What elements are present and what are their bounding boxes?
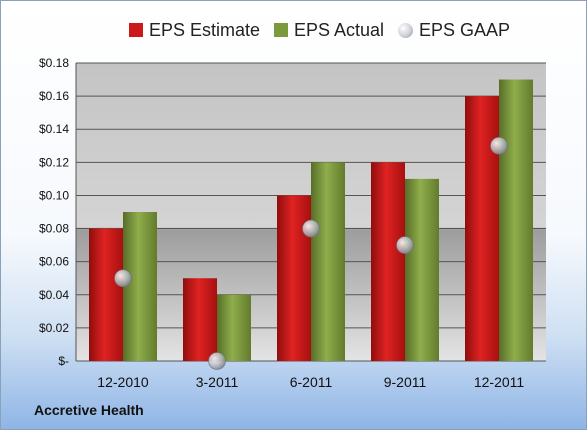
bar-eps-estimate	[277, 195, 311, 361]
bar-eps-actual	[311, 162, 345, 361]
y-tick-label: $0.10	[39, 188, 69, 202]
circle-swatch-icon	[398, 22, 413, 38]
y-tick-label: $0.16	[39, 89, 69, 103]
bar-eps-actual	[217, 294, 251, 361]
y-tick-label: $-	[58, 354, 69, 368]
x-tick-label: 3-2011	[196, 374, 239, 390]
y-tick-label: $0.12	[39, 155, 69, 169]
legend-item-eps-actual: EPS Actual	[274, 15, 384, 45]
y-tick-label: $0.04	[39, 288, 69, 302]
bar-eps-estimate	[371, 162, 405, 361]
point-eps-gaap	[490, 136, 508, 155]
legend-label: EPS GAAP	[419, 19, 511, 40]
square-swatch-icon	[129, 23, 143, 37]
legend-item-eps-gaap: EPS GAAP	[398, 15, 510, 45]
y-tick-label: $0.06	[39, 255, 69, 269]
legend-item-eps-estimate: EPS Estimate	[129, 15, 260, 45]
bar-eps-estimate	[89, 228, 123, 361]
y-tick-label: $0.02	[39, 321, 69, 335]
x-tick-label: 9-2011	[384, 374, 427, 390]
y-tick-label: $0.08	[39, 222, 69, 236]
legend-label: EPS Estimate	[149, 19, 261, 40]
legend: EPS Estimate EPS Actual EPS GAAP	[1, 15, 586, 45]
bar-eps-estimate	[465, 96, 499, 361]
square-swatch-icon	[274, 23, 288, 37]
y-tick-label: $0.14	[39, 122, 69, 136]
point-eps-gaap	[396, 236, 414, 254]
point-eps-gaap	[208, 352, 226, 370]
point-eps-gaap	[302, 219, 320, 238]
x-tick-label: 6-2011	[290, 374, 333, 390]
bar-eps-actual	[123, 212, 157, 361]
x-tick-label: 12-2011	[474, 374, 525, 390]
x-tick-label: 12-2010	[97, 374, 149, 390]
company-label: Accretive Health	[34, 402, 144, 418]
point-eps-gaap	[114, 269, 132, 288]
legend-label: EPS Actual	[294, 19, 385, 40]
bar-eps-actual	[499, 79, 533, 362]
bar-eps-actual	[405, 178, 439, 361]
y-tick-label: $0.18	[39, 56, 69, 70]
bar-eps-estimate	[183, 278, 217, 361]
